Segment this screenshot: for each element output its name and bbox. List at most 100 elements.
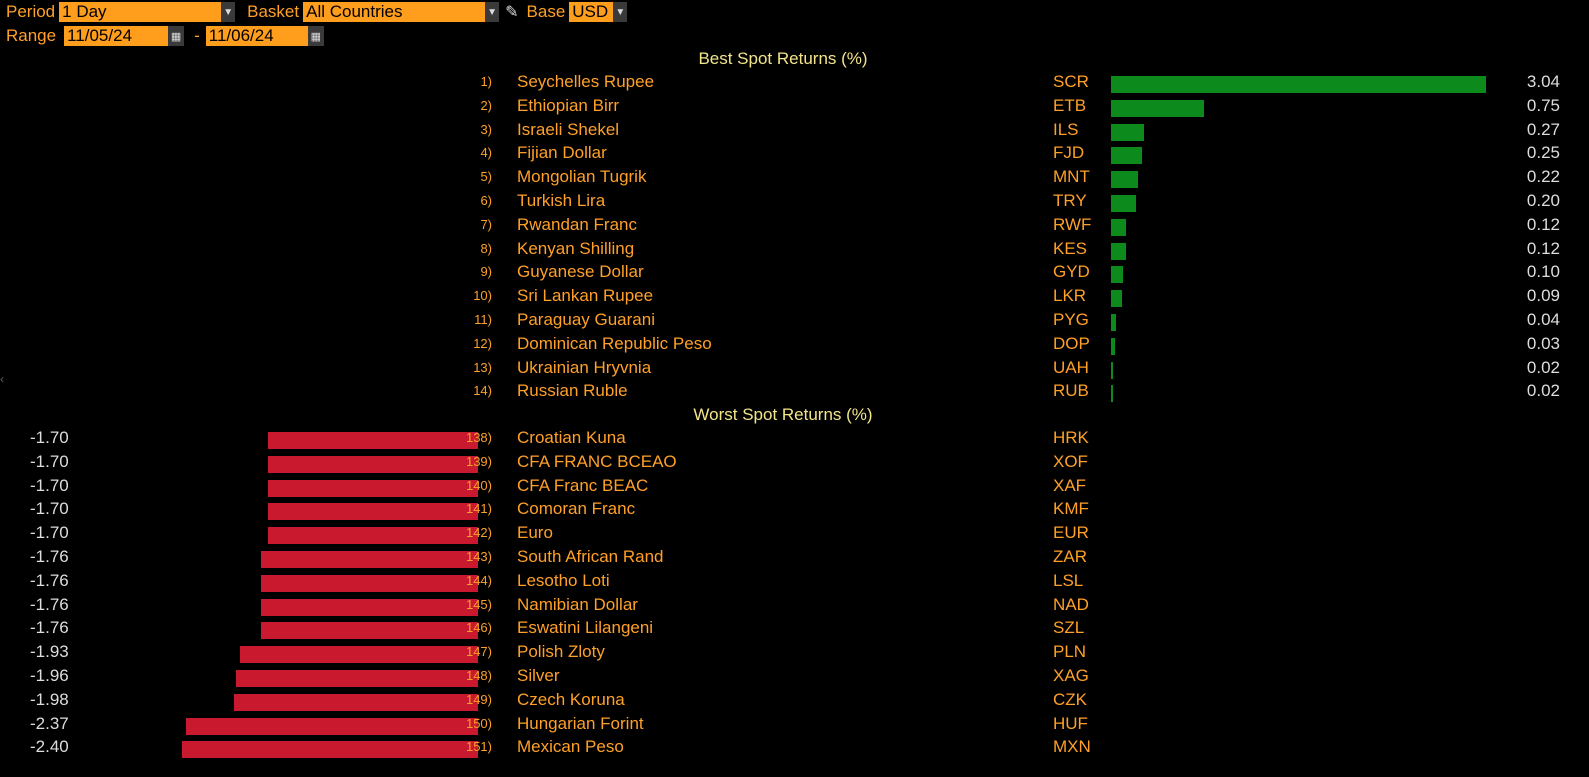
best-row[interactable]: 6) Turkish Lira TRY 0.20 <box>0 191 1566 215</box>
chevron-down-icon[interactable]: ▼ <box>485 2 500 22</box>
return-bar <box>1111 314 1116 331</box>
worst-row[interactable]: -1.98 149) Czech Koruna CZK <box>0 690 1566 714</box>
currency-code: SCR <box>1053 72 1089 91</box>
return-value: -2.37 <box>30 713 69 733</box>
currency-code: ETB <box>1053 95 1087 115</box>
chevron-down-icon[interactable]: ▼ <box>613 2 628 22</box>
currency-name[interactable]: South African Rand <box>517 547 664 566</box>
worst-row[interactable]: -1.76 145) Namibian Dollar NAD <box>0 595 1566 619</box>
currency-name[interactable]: Fijian Dollar <box>517 143 607 163</box>
currency-name[interactable]: Russian Ruble <box>517 381 628 401</box>
range-start-field[interactable]: 11/05/24 ▦ <box>64 26 185 46</box>
worst-row[interactable]: -1.76 144) Lesotho Loti LSL <box>0 571 1566 595</box>
range-end-field[interactable]: 11/06/24 ▦ <box>205 26 324 46</box>
currency-name[interactable]: Lesotho Loti <box>517 570 610 590</box>
period-value: 1 Day <box>62 2 107 21</box>
currency-name[interactable]: Ethiopian Birr <box>517 95 620 115</box>
currency-name[interactable]: Sri Lankan Rupee <box>517 286 654 306</box>
currency-name[interactable]: Kenyan Shilling <box>517 238 635 258</box>
worst-row[interactable]: -2.37 150) Hungarian Forint HUF <box>0 714 1566 738</box>
currency-name[interactable]: Hungarian Forint <box>517 713 644 733</box>
currency-name[interactable]: Croatian Kuna <box>517 428 626 447</box>
worst-row[interactable]: -1.96 148) Silver XAG <box>0 666 1566 690</box>
pencil-icon[interactable]: ✎ <box>505 4 519 21</box>
best-row[interactable]: 13) Ukrainian Hryvnia UAH 0.02 <box>0 358 1566 382</box>
currency-code: KMF <box>1053 499 1089 519</box>
worst-row[interactable]: -1.70 142) Euro EUR <box>0 523 1566 547</box>
rank-label: 7) <box>480 216 492 232</box>
chevron-down-icon[interactable]: ▼ <box>221 2 236 22</box>
worst-row[interactable]: -1.70 138) Croatian Kuna HRK <box>0 428 1566 452</box>
worst-row[interactable]: -1.76 146) Eswatini Lilangeni SZL <box>0 618 1566 642</box>
return-bar <box>260 598 478 616</box>
worst-row[interactable]: -1.70 141) Comoran Franc KMF <box>0 499 1566 523</box>
return-bar <box>233 693 478 711</box>
base-dropdown[interactable]: USD ▼ <box>569 2 628 22</box>
currency-name[interactable]: CFA Franc BEAC <box>517 475 649 495</box>
rank-label: 6) <box>480 193 492 208</box>
best-row[interactable]: 5) Mongolian Tugrik MNT 0.22 <box>0 167 1566 191</box>
currency-name[interactable]: CFA FRANC BCEAO <box>517 451 677 471</box>
best-row[interactable]: 14) Russian Ruble RUB 0.02 <box>0 381 1566 405</box>
return-bar <box>1111 290 1123 308</box>
best-row[interactable]: 3) Israeli Shekel ILS 0.27 <box>0 120 1566 144</box>
worst-row[interactable]: -1.70 140) CFA Franc BEAC XAF <box>0 476 1566 500</box>
return-value: -1.76 <box>30 570 69 590</box>
best-row[interactable]: 11) Paraguay Guarani PYG 0.04 <box>0 310 1566 334</box>
worst-row[interactable]: -1.76 143) South African Rand ZAR <box>0 547 1566 571</box>
currency-name[interactable]: Paraguay Guarani <box>517 310 655 329</box>
best-row[interactable]: 12) Dominican Republic Peso DOP 0.03 <box>0 334 1566 358</box>
currency-name[interactable]: Turkish Lira <box>517 191 606 210</box>
rank-label: 145) <box>465 596 492 612</box>
return-value: -1.70 <box>30 523 69 543</box>
basket-label: Basket <box>247 2 300 21</box>
currency-name[interactable]: Silver <box>517 666 560 685</box>
currency-name[interactable]: Polish Zloty <box>517 642 605 662</box>
rank-label: 4) <box>480 145 492 161</box>
currency-name[interactable]: Mongolian Tugrik <box>517 167 647 187</box>
best-row[interactable]: 10) Sri Lankan Rupee LKR 0.09 <box>0 286 1566 310</box>
best-row[interactable]: 9) Guyanese Dollar GYD 0.10 <box>0 262 1566 286</box>
return-value: 0.12 <box>1526 238 1560 258</box>
return-bar <box>1111 242 1126 260</box>
currency-code: GYD <box>1053 262 1090 282</box>
currency-name[interactable]: Dominican Republic Peso <box>517 333 712 353</box>
currency-name[interactable]: Ukrainian Hryvnia <box>517 357 652 377</box>
worst-row[interactable]: -1.70 139) CFA FRANC BCEAO XOF <box>0 452 1566 476</box>
rank-label: 8) <box>480 240 492 256</box>
currency-name[interactable]: Eswatini Lilangeni <box>517 618 654 638</box>
return-value: -1.70 <box>30 451 69 471</box>
best-row[interactable]: 7) Rwandan Franc RWF 0.12 <box>0 215 1566 239</box>
basket-dropdown[interactable]: All Countries ▼ <box>303 2 500 22</box>
worst-row[interactable]: -1.93 147) Polish Zloty PLN <box>0 642 1566 666</box>
return-value: 0.10 <box>1526 262 1560 282</box>
currency-name[interactable]: Comoran Franc <box>517 499 636 519</box>
worst-row[interactable]: -2.40 151) Mexican Peso MXN <box>0 737 1566 761</box>
rank-label: 10) <box>473 288 492 304</box>
currency-code: MNT <box>1053 167 1090 187</box>
currency-name[interactable]: Namibian Dollar <box>517 594 638 614</box>
currency-code: XOF <box>1053 451 1088 471</box>
calendar-icon[interactable]: ▦ <box>168 26 185 46</box>
best-row[interactable]: 4) Fijian Dollar FJD 0.25 <box>0 143 1566 167</box>
calendar-icon[interactable]: ▦ <box>307 26 324 46</box>
rank-label: 149) <box>465 691 492 707</box>
currency-name[interactable]: Guyanese Dollar <box>517 262 644 282</box>
currency-name[interactable]: Rwandan Franc <box>517 214 638 234</box>
currency-name[interactable]: Seychelles Rupee <box>517 72 655 91</box>
best-row[interactable]: 2) Ethiopian Birr ETB 0.75 <box>0 96 1566 120</box>
best-row[interactable]: 8) Kenyan Shilling KES 0.12 <box>0 239 1566 263</box>
period-dropdown[interactable]: 1 Day ▼ <box>59 2 236 22</box>
currency-name[interactable]: Mexican Peso <box>517 737 624 757</box>
currency-name[interactable]: Euro <box>517 523 553 543</box>
currency-code: ILS <box>1053 119 1079 139</box>
currency-name[interactable]: Czech Koruna <box>517 689 625 709</box>
currency-name[interactable]: Israeli Shekel <box>517 119 620 139</box>
return-bar <box>1111 171 1139 189</box>
currency-code: HRK <box>1053 428 1089 447</box>
rank-label: 9) <box>480 264 492 280</box>
return-bar <box>260 622 478 640</box>
return-bar <box>1111 147 1142 165</box>
best-row[interactable]: 1) Seychelles Rupee SCR 3.04 <box>0 72 1566 96</box>
collapse-handle-icon[interactable]: ‹ <box>0 372 4 386</box>
